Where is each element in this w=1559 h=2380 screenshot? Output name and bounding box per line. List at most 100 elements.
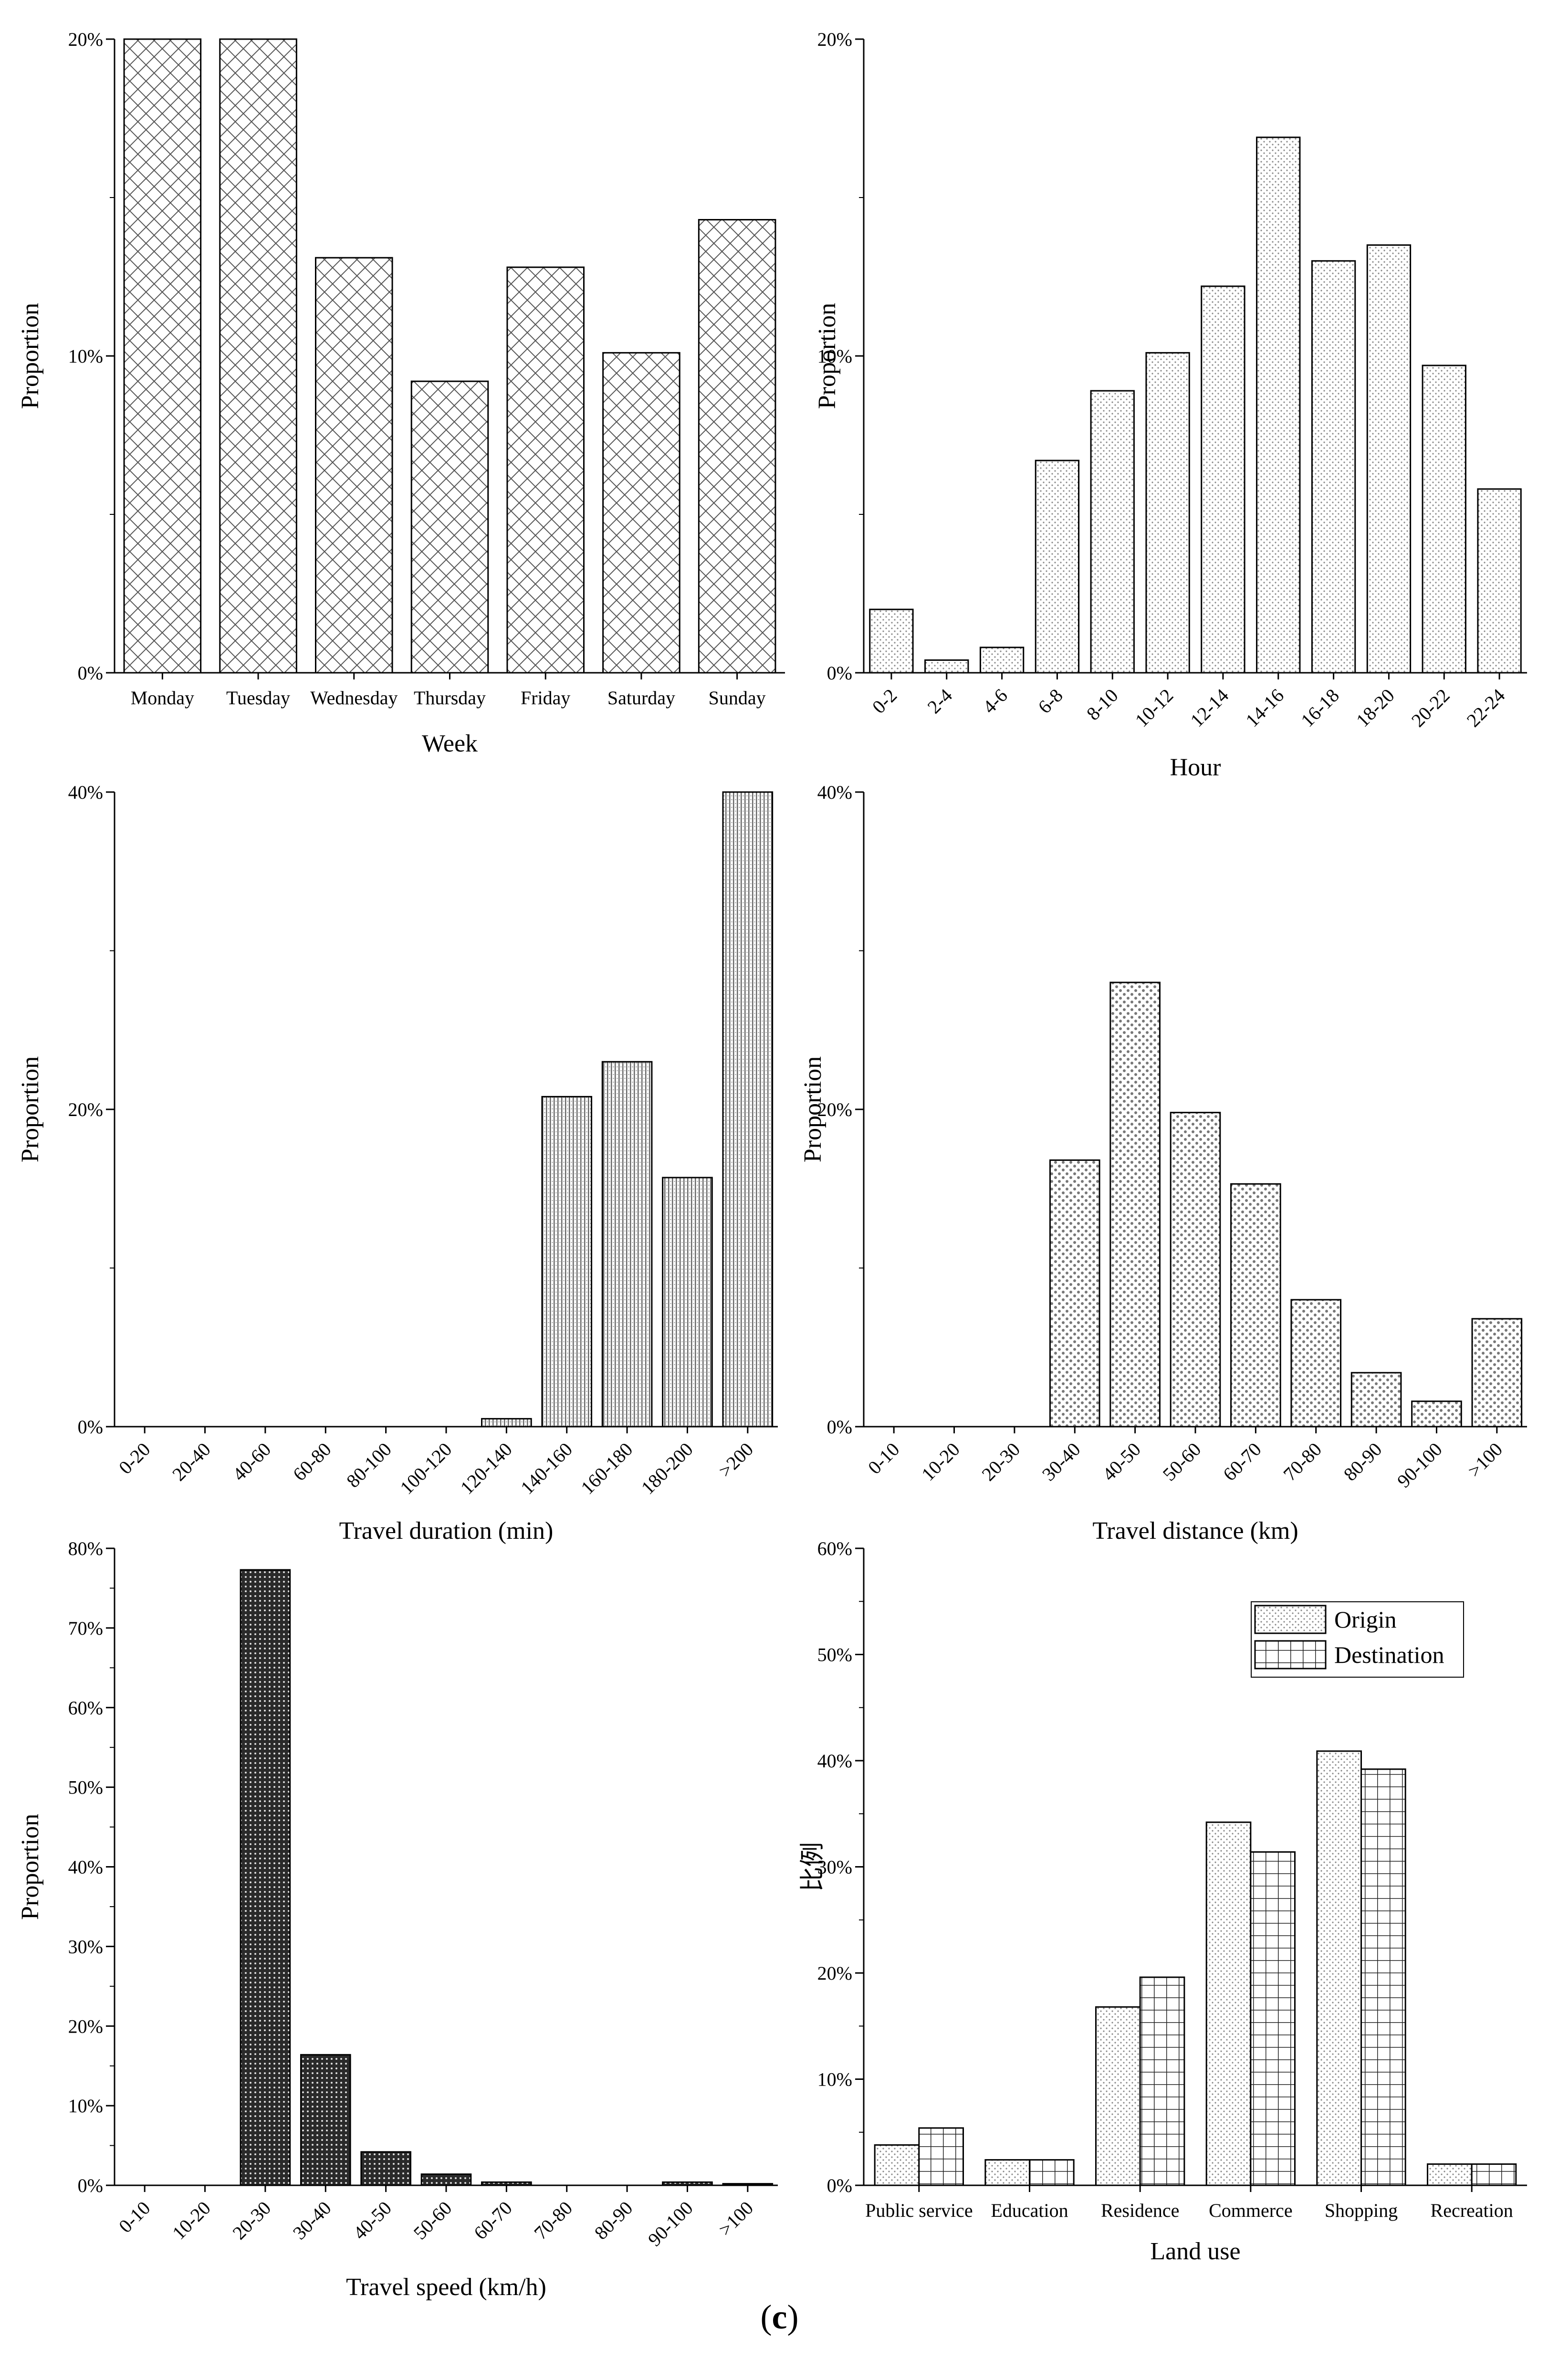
- x-tick-label: 40-60: [228, 1439, 275, 1485]
- y-axis-title: Proportion: [17, 1056, 44, 1162]
- x-axis-title: Hour: [1170, 754, 1221, 781]
- y-tick-label: 10%: [68, 2095, 103, 2117]
- chart-week: 0% 10% 20% Monday Tuesday Wednesday Thursday Fr…: [17, 29, 785, 757]
- x-tick-label: 80-90: [1339, 1439, 1386, 1485]
- x-tick-label: 8-10: [1082, 685, 1122, 725]
- x-tick-label: 40-50: [349, 2197, 396, 2244]
- y-axis-title: Proportion: [17, 1814, 44, 1920]
- bar-6: [481, 1418, 532, 1428]
- bar-destination-5: [1471, 2163, 1517, 2186]
- y-tick-label: 10%: [817, 345, 852, 367]
- x-tick-label: Shopping: [1325, 2200, 1398, 2221]
- x-tick-label: 100-120: [396, 1439, 456, 1499]
- bar-destination-3: [1250, 1851, 1296, 2186]
- x-tick-label: Wednesday: [310, 687, 398, 709]
- x-tick-label: 180-200: [637, 1439, 697, 1499]
- bar-4: [1090, 390, 1135, 674]
- y-tick-label: 20%: [817, 1962, 852, 1984]
- legend-label-destination: Destination: [1334, 1641, 1444, 1668]
- y-tick-label: 50%: [68, 1777, 103, 1798]
- bar-6: [1230, 1183, 1281, 1428]
- legend-label-origin: Origin: [1334, 1606, 1397, 1633]
- chart-speed: 0% 10% 20% 30% 40% 50% 60% 70% 80% 0-10 10-20 20-30…: [17, 1538, 778, 2301]
- y-tick-label: 60%: [68, 1697, 103, 1719]
- x-tick-label: Monday: [131, 687, 194, 709]
- bar-0: [123, 38, 202, 674]
- bar-destination-0: [918, 2127, 964, 2186]
- bar-10: [722, 791, 774, 1428]
- bar-6: [1201, 285, 1245, 674]
- x-tick-label: Sunday: [709, 687, 766, 709]
- y-tick-label: 50%: [817, 1644, 852, 1666]
- x-tick-label: >100: [714, 2197, 757, 2240]
- y-tick-label: 40%: [817, 1750, 852, 1772]
- bar-10: [1422, 365, 1466, 674]
- chart-distance: 0% 20% 40% 0-10 10-20 20-30 30-40 40-50 50-60 60-…: [799, 782, 1527, 1545]
- x-tick-label: 160-180: [576, 1439, 637, 1499]
- y-tick-label: 0%: [827, 2175, 852, 2196]
- x-tick-label: 10-20: [168, 2197, 215, 2244]
- bar-3: [1035, 459, 1080, 674]
- y-tick-label: 0%: [78, 662, 103, 684]
- bar-origin-2: [1095, 2006, 1141, 2186]
- legend-swatch-destination: [1254, 1640, 1327, 1670]
- x-tick-label: 70-80: [1279, 1439, 1326, 1485]
- bar-origin-0: [874, 2144, 920, 2186]
- y-tick-label: 10%: [817, 2069, 852, 2090]
- y-tick-label: 0%: [827, 1416, 852, 1438]
- bar-3: [300, 2054, 351, 2186]
- y-tick-label: 30%: [817, 1857, 852, 1878]
- x-tick-label: 6-8: [1034, 685, 1067, 718]
- x-tick-label: 20-30: [228, 2197, 275, 2244]
- x-tick-label: 40-50: [1098, 1439, 1145, 1485]
- x-tick-label: 60-70: [1219, 1439, 1266, 1485]
- y-axis-title: Proportion: [17, 303, 44, 409]
- y-tick-label: 80%: [68, 1538, 103, 1559]
- y-tick-label: 40%: [817, 782, 852, 803]
- x-tick-label: 80-90: [590, 2197, 637, 2244]
- bar-6: [481, 2181, 532, 2186]
- x-axis-title: Week: [422, 730, 478, 757]
- x-tick-label: 10-12: [1131, 685, 1178, 731]
- bar-0: [869, 608, 914, 674]
- y-tick-label: 40%: [68, 1857, 103, 1878]
- bar-8: [1350, 1372, 1402, 1428]
- y-axis-title: Proportion: [799, 1056, 827, 1162]
- bar-7: [1256, 136, 1301, 674]
- x-tick-label: 18-20: [1352, 685, 1399, 731]
- x-tick-label: 90-100: [644, 2197, 697, 2251]
- x-tick-label: 30-40: [1038, 1439, 1085, 1485]
- x-tick-label: 50-60: [409, 2197, 456, 2244]
- x-tick-label: 0-10: [864, 1439, 904, 1479]
- x-tick-label: 20-40: [168, 1439, 215, 1485]
- x-tick-label: Saturday: [607, 687, 675, 709]
- y-tick-label: 60%: [817, 1538, 852, 1559]
- x-tick-label: 16-18: [1297, 685, 1343, 731]
- y-axis-title: Proportion: [814, 303, 841, 409]
- bar-5: [420, 2173, 472, 2186]
- figure-caption: (c): [0, 2297, 1559, 2337]
- y-tick-label: 20%: [68, 1099, 103, 1120]
- x-tick-label: 22-24: [1463, 685, 1509, 731]
- bar-2: [315, 257, 393, 674]
- bar-8: [1311, 260, 1356, 674]
- y-tick-label: 30%: [68, 1936, 103, 1957]
- bar-3: [1049, 1159, 1100, 1428]
- y-tick-label: 20%: [817, 1099, 852, 1120]
- x-tick-label: 0-2: [868, 685, 901, 718]
- bar-destination-4: [1360, 1768, 1406, 2186]
- y-tick-label: 0%: [78, 2175, 103, 2196]
- x-tick-label: 20-22: [1407, 685, 1454, 731]
- charts-root: 0% 10% 20% Monday Tuesday Wednesday Thursday Fr…: [17, 29, 1527, 2301]
- y-tick-label: 0%: [78, 1416, 103, 1438]
- x-axis-title: Travel speed (km/h): [346, 2274, 546, 2301]
- x-tick-label: Residence: [1101, 2200, 1179, 2221]
- x-tick-label: 10-20: [917, 1439, 964, 1485]
- y-tick-label: 10%: [68, 345, 103, 367]
- bar-destination-1: [1029, 2159, 1075, 2186]
- x-tick-label: 60-80: [289, 1439, 335, 1485]
- bar-11: [1477, 488, 1522, 674]
- x-tick-label: Friday: [521, 687, 570, 709]
- x-tick-label: Public service: [865, 2200, 973, 2221]
- x-axis-title: Travel distance (km): [1092, 1517, 1298, 1545]
